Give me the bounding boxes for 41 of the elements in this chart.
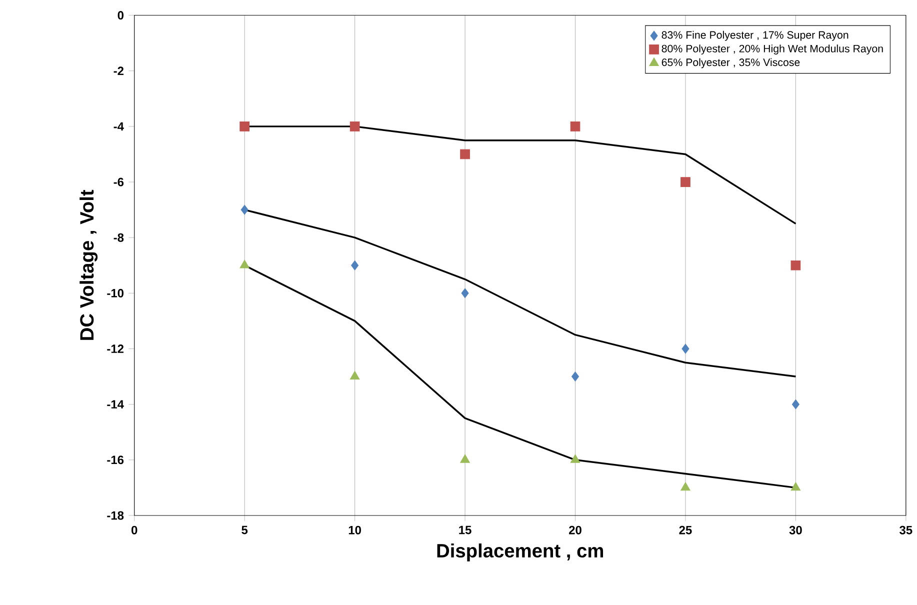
y-axis-title: DC Voltage , Volt xyxy=(80,190,98,340)
point xyxy=(461,288,469,298)
point xyxy=(350,122,360,132)
x-tick-label: 5 xyxy=(242,526,248,534)
x-tick-label: 35 xyxy=(900,526,912,535)
point xyxy=(460,454,470,464)
y-tick-label: -2 xyxy=(114,66,124,76)
point xyxy=(680,482,690,491)
x-tick-label: 0 xyxy=(132,526,138,535)
y-tick-label: 0 xyxy=(118,11,124,20)
point xyxy=(570,122,580,132)
y-tick-label: -8 xyxy=(114,234,124,242)
point xyxy=(680,177,690,188)
point xyxy=(460,150,470,160)
x-tick-label: 30 xyxy=(789,526,802,535)
legend-label: 80% Polyester , 20% High Wet Modulus Rayon xyxy=(662,44,883,55)
y-tick-label: -18 xyxy=(107,511,124,520)
y-tick-label: -14 xyxy=(107,400,124,409)
x-tick-label: 25 xyxy=(679,526,692,535)
y-tick-label: -10 xyxy=(107,289,124,298)
point xyxy=(790,260,801,271)
point xyxy=(240,260,250,269)
y-tick-label: -16 xyxy=(107,456,124,464)
y-tick-label: -6 xyxy=(114,178,124,186)
point xyxy=(790,482,801,491)
point xyxy=(571,372,579,382)
y-tick-label: -12 xyxy=(107,344,124,354)
legend-label: 65% Polyester , 35% Viscose xyxy=(662,58,800,68)
y-tick-label: -4 xyxy=(114,122,124,131)
point xyxy=(240,122,250,132)
legend-label: 83% Fine Polyester , 17% Super Rayon xyxy=(662,31,848,42)
x-tick-label: 15 xyxy=(459,526,472,534)
x-axis-title: Displacement , cm xyxy=(437,544,604,562)
point xyxy=(351,260,359,271)
point xyxy=(240,205,248,215)
point xyxy=(682,344,690,354)
x-tick-label: 20 xyxy=(569,526,582,535)
point xyxy=(792,400,800,410)
point xyxy=(570,454,580,464)
x-tick-label: 10 xyxy=(348,526,361,535)
point xyxy=(350,371,360,380)
